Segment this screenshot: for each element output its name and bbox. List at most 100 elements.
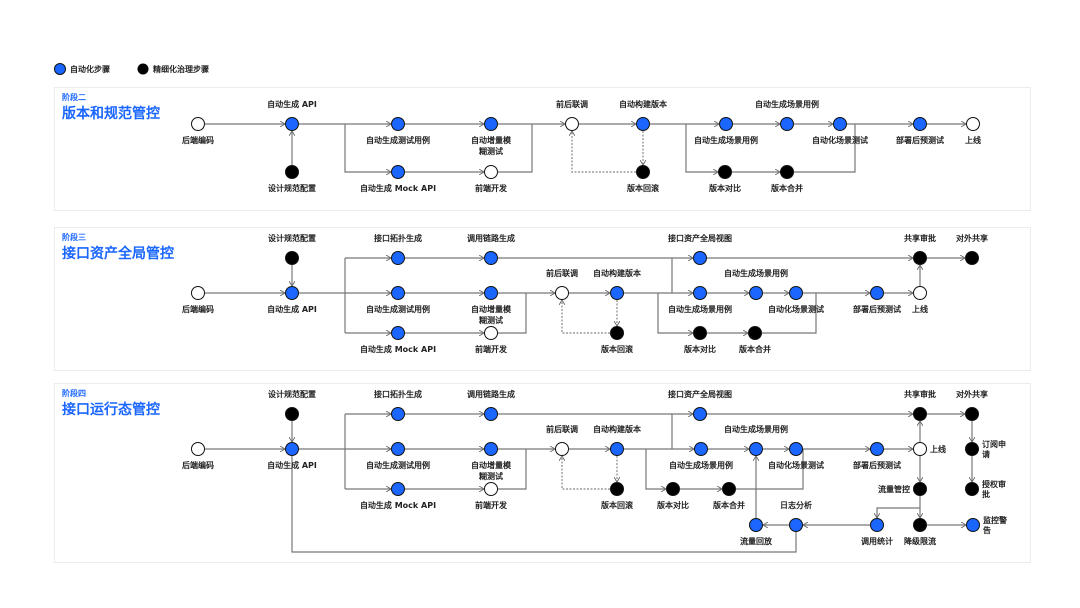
- step-node-spec: [285, 165, 299, 179]
- connector: [498, 293, 527, 334]
- step-label: 部署后预测试: [896, 135, 944, 145]
- step-label: 自动构建版本: [619, 99, 667, 109]
- step-label: 前后联调: [546, 424, 578, 434]
- step-label: 告: [983, 525, 991, 535]
- step-node-gentest: [391, 442, 405, 456]
- legend: 自动化步骤 精细化治理步骤: [54, 63, 209, 75]
- connector: [498, 124, 533, 173]
- step-node-gentest: [391, 286, 405, 300]
- step-label: 版本合并: [770, 183, 803, 193]
- stage-box: [54, 383, 1031, 563]
- step-label: 共享审批: [904, 233, 936, 243]
- legend-auto-dot: [54, 63, 66, 75]
- step-node-replay: [749, 518, 763, 532]
- step-label: 设计规范配置: [268, 183, 316, 193]
- step-label: 授权审: [982, 479, 1006, 489]
- step-label: 自动构建版本: [593, 268, 641, 278]
- step-label: 接口资产全局视图: [668, 233, 732, 243]
- legend-gov-dot: [137, 63, 149, 75]
- step-node-fuzz: [484, 442, 498, 456]
- step-node-scenetest: [789, 286, 803, 300]
- step-label: 自动增量模: [471, 135, 512, 145]
- step-label: 对外共享: [956, 233, 988, 243]
- step-label: 流量回放: [740, 536, 773, 546]
- step-label: 日志分析: [780, 500, 812, 510]
- step-label: 自动生成 Mock API: [360, 183, 436, 193]
- step-node-merge: [748, 326, 762, 340]
- legend-auto-label: 自动化步骤: [70, 64, 110, 74]
- step-node-degrade: [913, 518, 927, 532]
- step-label: 前端开发: [475, 344, 508, 354]
- step-node-online: [913, 286, 927, 300]
- step-label: 糊测试: [479, 471, 503, 481]
- connector: [645, 449, 666, 489]
- step-node-fuzz: [484, 286, 498, 300]
- stage-title: 接口运行态管控: [62, 401, 160, 418]
- step-label: 自动增量模: [471, 460, 512, 470]
- step-node-traffic: [913, 482, 927, 496]
- step-label: 设计规范配置: [268, 233, 316, 243]
- step-label: 接口资产全局视图: [668, 389, 732, 399]
- step-node-joint: [555, 286, 569, 300]
- step-node-online: [966, 117, 980, 131]
- connector: [671, 414, 693, 449]
- step-node-genapi: [285, 442, 299, 456]
- step-label: 前后联调: [546, 268, 578, 278]
- step-label: 前端开发: [475, 500, 508, 510]
- connector: [794, 124, 856, 173]
- step-node-subscribe: [965, 442, 979, 456]
- step-node-mock: [391, 326, 405, 340]
- step-label: 订阅申: [982, 439, 1006, 449]
- step-node-pretest: [913, 117, 927, 131]
- step-label: 自动生成 API: [267, 460, 317, 470]
- step-node-scene1: [719, 117, 733, 131]
- step-node-topo: [391, 251, 405, 265]
- dashed-connector: [572, 131, 636, 173]
- step-node-topo: [391, 407, 405, 421]
- step-label: 自动化场景测试: [812, 135, 868, 145]
- step-node-joint: [555, 442, 569, 456]
- step-label: 后端编码: [182, 135, 214, 145]
- stage-box: [54, 227, 1031, 371]
- stage-box: [54, 87, 1031, 211]
- step-label: 自动生成测试用例: [366, 460, 430, 470]
- step-label: 糊测试: [479, 315, 503, 325]
- step-label: 自动增量模: [471, 304, 512, 314]
- step-node-scene1: [694, 442, 708, 456]
- step-node-scene2: [780, 117, 794, 131]
- step-label: 调用统计: [861, 536, 893, 546]
- step-label: 自动生成场景用例: [724, 268, 788, 278]
- step-label: 版本回滚: [600, 344, 634, 354]
- step-label: 自动生成场景用例: [669, 460, 733, 470]
- stage-tag: 阶段二: [62, 92, 86, 102]
- step-node-backend: [191, 117, 205, 131]
- step-label: 流量管控: [878, 484, 910, 494]
- step-node-spec: [285, 251, 299, 265]
- step-node-chain: [484, 407, 498, 421]
- step-label: 版本对比: [708, 183, 741, 193]
- connector: [291, 456, 797, 553]
- step-node-alert: [966, 518, 980, 532]
- step-label: 版本合并: [738, 344, 771, 354]
- step-node-scenetest: [833, 117, 847, 131]
- step-node-chain: [484, 251, 498, 265]
- step-label: 调用链路生成: [467, 389, 515, 399]
- step-node-joint: [565, 117, 579, 131]
- step-label: 后端编码: [182, 460, 214, 470]
- step-node-approve: [913, 251, 927, 265]
- step-label: 自动生成场景用例: [694, 135, 758, 145]
- step-node-frontend: [484, 165, 498, 179]
- step-node-log: [789, 518, 803, 532]
- step-node-authorize: [965, 482, 979, 496]
- connector: [762, 293, 817, 334]
- connector: [685, 124, 718, 172]
- connector: [736, 449, 804, 490]
- step-label: 自动生成测试用例: [366, 304, 430, 314]
- step-node-mock: [391, 482, 405, 496]
- step-label: 自动生成 Mock API: [360, 500, 436, 510]
- step-label: 版本对比: [656, 500, 689, 510]
- step-label: 自动生成场景用例: [755, 99, 819, 109]
- dashed-connector: [562, 456, 610, 490]
